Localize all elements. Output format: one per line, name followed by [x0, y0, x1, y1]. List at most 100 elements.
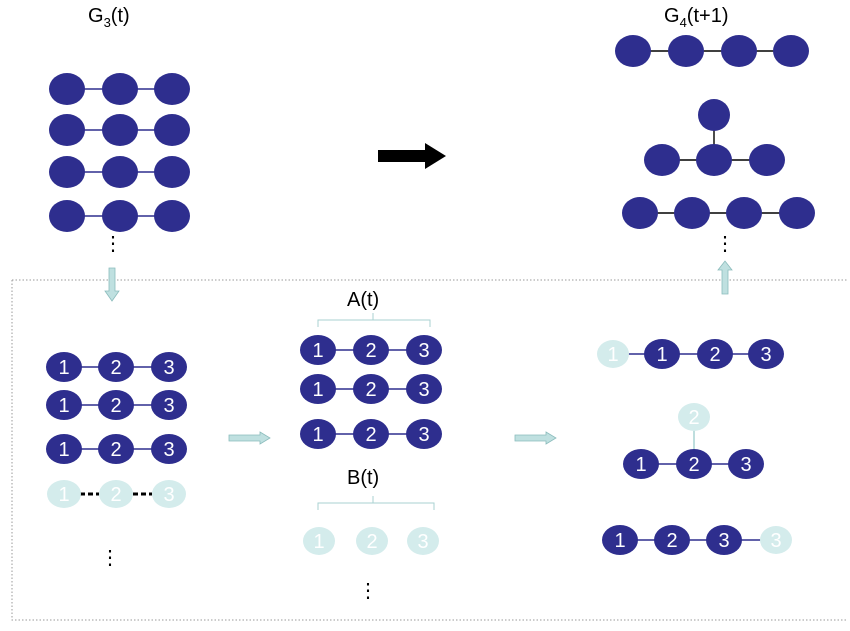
numbered-node [602, 525, 638, 555]
node-number: 3 [163, 439, 174, 461]
faded-node [760, 526, 792, 554]
a-node [406, 335, 442, 365]
numbered-node [728, 449, 764, 479]
faded-node [47, 480, 81, 508]
node-number: 1 [58, 484, 69, 506]
g4-node [721, 35, 757, 67]
node-number: 1 [313, 531, 324, 553]
faded-node [678, 403, 710, 431]
node-number: 1 [656, 344, 667, 366]
numbered-node [623, 449, 659, 479]
g4-node [622, 197, 658, 229]
a-node [353, 419, 389, 449]
g3-node [49, 73, 85, 105]
node-number: 2 [110, 395, 121, 417]
node-number: 3 [770, 530, 781, 552]
node-number: 3 [760, 344, 771, 366]
a-label: A(t) [347, 289, 379, 311]
g3-node [154, 200, 190, 232]
node-number: 2 [365, 340, 376, 362]
node-number: 3 [163, 484, 174, 506]
g4-node [668, 35, 704, 67]
g4-node [644, 144, 680, 176]
b-label: B(t) [347, 467, 379, 489]
node-number: 2 [110, 484, 121, 506]
g3-node [154, 114, 190, 146]
a-node [300, 374, 336, 404]
dotted-frame [11, 279, 848, 621]
node-number: 2 [365, 424, 376, 446]
g4-title: G4(t+1) [664, 5, 728, 30]
a-node [353, 374, 389, 404]
g3-node [102, 200, 138, 232]
numbered-node [46, 352, 82, 382]
node-number: 1 [614, 530, 625, 552]
node-number: 1 [58, 395, 69, 417]
faded-node [99, 480, 133, 508]
g3-node [154, 73, 190, 105]
g4-node [698, 99, 730, 131]
node-number: 3 [417, 531, 428, 553]
g4-node [726, 197, 762, 229]
node-number: 1 [635, 454, 646, 476]
node-number: 3 [740, 454, 751, 476]
numbered-node [46, 390, 82, 420]
g3-node [102, 73, 138, 105]
g3-node [49, 114, 85, 146]
numbered-node [98, 390, 134, 420]
faded-node [597, 340, 629, 368]
a-node [353, 335, 389, 365]
node-number: 2 [688, 454, 699, 476]
g4-node [773, 35, 809, 67]
graph-layer: 1 2 3 1 2 3 1 2 3 1 2 3 1 2 3 1 2 3 1 2 3 1 2 3 1 1 2 3 2 1 2 3 1 2 3 3 [46, 35, 815, 555]
a-node [406, 374, 442, 404]
a-node [406, 419, 442, 449]
b-node [356, 527, 388, 555]
g4-node [779, 197, 815, 229]
g3-node [154, 156, 190, 188]
node-number: 3 [163, 395, 174, 417]
node-number: 2 [709, 344, 720, 366]
numbered-node [151, 352, 187, 382]
node-number: 3 [718, 530, 729, 552]
node-number: 3 [418, 424, 429, 446]
a-node [300, 419, 336, 449]
ellipsis-g4: ⋮ [715, 233, 735, 255]
numbered-node [697, 339, 733, 369]
node-number: 2 [365, 379, 376, 401]
node-number: 3 [418, 379, 429, 401]
g4-node [696, 144, 732, 176]
ellipsis-b: ⋮ [358, 580, 378, 602]
numbered-node [98, 434, 134, 464]
node-number: 3 [418, 340, 429, 362]
numbered-node [654, 525, 690, 555]
up-arrow [717, 260, 733, 295]
numbered-node [676, 449, 712, 479]
node-number: 1 [58, 439, 69, 461]
node-number: 1 [312, 424, 323, 446]
b-node [407, 527, 439, 555]
numbered-node [748, 339, 784, 369]
node-number: 1 [312, 379, 323, 401]
numbered-node [151, 434, 187, 464]
node-number: 1 [607, 344, 618, 366]
g3-node [49, 200, 85, 232]
node-number: 2 [110, 439, 121, 461]
numbered-node [46, 434, 82, 464]
node-number: 3 [163, 357, 174, 379]
numbered-node [98, 352, 134, 382]
g4-node [674, 197, 710, 229]
g4-node [749, 144, 785, 176]
right-arrow-2 [514, 431, 557, 445]
node-number: 2 [688, 407, 699, 429]
node-number: 2 [366, 531, 377, 553]
ellipsis-left: ⋮ [100, 547, 120, 569]
node-number: 1 [58, 357, 69, 379]
node-number: 2 [666, 530, 677, 552]
a-brace [317, 313, 431, 327]
node-number: 1 [312, 340, 323, 362]
g4-node [615, 35, 651, 67]
b-node [303, 527, 335, 555]
